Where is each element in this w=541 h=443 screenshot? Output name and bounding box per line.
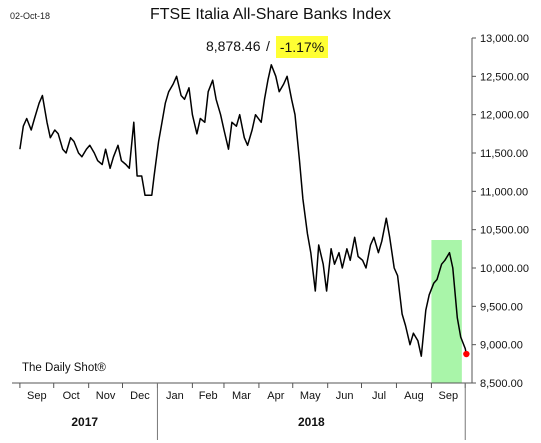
y-tick-label: 10,500.00 [480, 225, 529, 237]
x-tick-label: Mar [232, 390, 251, 402]
x-tick-label: May [300, 390, 321, 402]
y-tick-label: 11,000.00 [480, 186, 528, 198]
x-tick-label: Oct [63, 390, 80, 402]
x-tick-label: Apr [267, 390, 284, 402]
y-tick-label: 9,000.00 [480, 340, 523, 352]
series-line [19, 64, 468, 357]
x-tick-label: Nov [96, 390, 116, 402]
last-value-label: 8,878.46 [206, 38, 261, 54]
change-badge: -1.17% [276, 36, 328, 58]
y-tick-label: 12,500.00 [480, 71, 529, 83]
value-separator: / [266, 38, 270, 54]
y-tick-label: 10,000.00 [480, 263, 529, 275]
y-tick-label: 11,500.00 [480, 148, 528, 160]
chart-title: FTSE Italia All-Share Banks Index [150, 6, 391, 23]
y-tick-label: 9,500.00 [480, 301, 523, 313]
x-tick-label: Jan [166, 390, 184, 402]
y-tick-label: 8,500.00 [480, 378, 523, 390]
x-tick-label: Dec [130, 390, 150, 402]
source-label: The Daily Shot® [22, 362, 106, 374]
y-tick-label: 12,000.00 [480, 110, 529, 122]
x-tick-label: Jul [372, 390, 386, 402]
x-tick-label: Feb [199, 390, 218, 402]
x-tick-label: Sep [439, 390, 459, 402]
date-stamp: 02-Oct-18 [10, 11, 51, 21]
last-point-marker [463, 350, 470, 358]
x-tick-label: Aug [404, 390, 424, 402]
y-tick-label: 13,000.00 [480, 33, 529, 45]
x-year-label: 2018 [298, 415, 325, 429]
x-year-label: 2017 [71, 415, 98, 429]
x-tick-label: Sep [27, 390, 47, 402]
x-tick-label: Jun [336, 390, 354, 402]
